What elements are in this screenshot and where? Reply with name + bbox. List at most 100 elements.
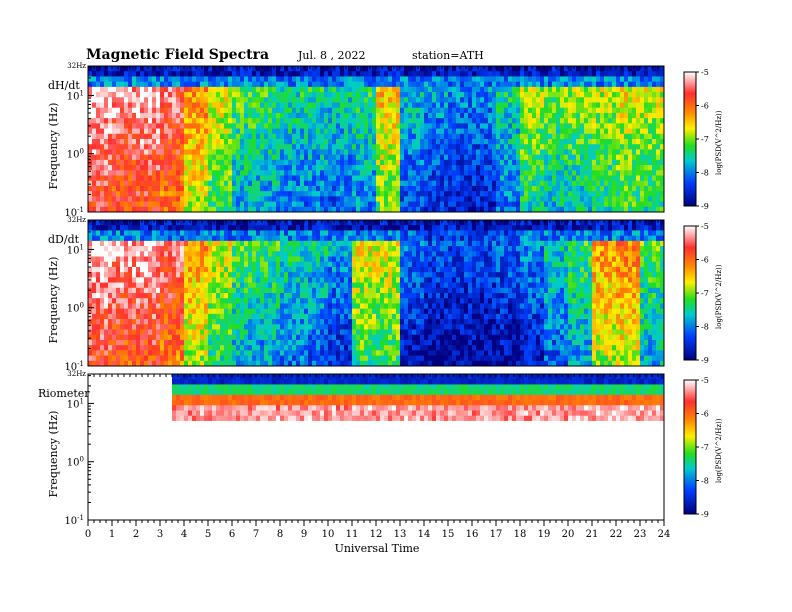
heatmap-cell xyxy=(88,350,93,356)
heatmap-cell xyxy=(204,139,209,145)
heatmap-cell xyxy=(256,165,261,171)
heatmap-cell xyxy=(160,272,165,278)
heatmap-cell xyxy=(440,144,445,150)
heatmap-cell xyxy=(192,329,197,336)
heatmap-cell xyxy=(240,97,245,103)
heatmap-cell xyxy=(224,123,229,129)
heatmap-cell xyxy=(572,159,577,166)
heatmap-cell xyxy=(156,225,161,231)
heatmap-cell xyxy=(120,350,125,356)
heatmap-cell xyxy=(144,206,149,213)
heatmap-cell xyxy=(196,133,201,140)
heatmap-cell xyxy=(412,165,417,171)
heatmap-cell xyxy=(248,149,253,156)
heatmap-cell xyxy=(364,71,369,77)
heatmap-cell xyxy=(112,303,117,310)
heatmap-cell xyxy=(112,261,117,268)
heatmap-cell xyxy=(288,170,293,176)
heatmap-cell xyxy=(268,175,273,182)
heatmap-cell xyxy=(516,170,521,176)
heatmap-cell xyxy=(588,92,593,98)
heatmap-cell xyxy=(176,251,181,257)
heatmap-cell xyxy=(188,149,193,156)
heatmap-cell xyxy=(572,107,577,114)
heatmap-cell xyxy=(360,71,365,77)
heatmap-cell xyxy=(264,92,269,98)
heatmap-cell xyxy=(512,123,517,129)
heatmap-cell xyxy=(644,71,649,77)
heatmap-cell xyxy=(336,139,341,145)
heatmap-cell xyxy=(260,159,265,166)
heatmap-cell xyxy=(340,102,345,109)
heatmap-cell xyxy=(608,81,613,88)
heatmap-cell xyxy=(516,76,521,83)
heatmap-cell xyxy=(536,201,541,208)
heatmap-cell xyxy=(112,293,117,299)
heatmap-cell xyxy=(96,144,101,150)
heatmap-cell xyxy=(460,112,465,119)
heatmap-cell xyxy=(264,191,269,197)
heatmap-cell xyxy=(124,201,129,208)
heatmap-cell xyxy=(580,81,585,88)
heatmap-cell xyxy=(572,118,577,124)
heatmap-cell xyxy=(292,144,297,150)
heatmap-cell xyxy=(256,201,261,208)
heatmap-cell xyxy=(112,329,117,336)
heatmap-cell xyxy=(132,240,137,247)
heatmap-cell xyxy=(572,81,577,88)
heatmap-cell xyxy=(92,191,97,197)
heatmap-cell xyxy=(304,185,309,192)
heatmap-cell xyxy=(196,149,201,156)
heatmap-cell xyxy=(352,86,357,93)
heatmap-cell xyxy=(252,102,257,109)
heatmap-cell xyxy=(108,298,113,304)
heatmap-cell xyxy=(184,149,189,156)
heatmap-cell xyxy=(404,76,409,83)
heatmap-cell xyxy=(196,112,201,119)
heatmap-cell xyxy=(176,81,181,88)
heatmap-cell xyxy=(204,123,209,129)
heatmap-cell xyxy=(504,196,509,202)
heatmap-cell xyxy=(552,185,557,192)
heatmap-cell xyxy=(652,123,657,129)
heatmap-cell xyxy=(340,139,345,145)
heatmap-cell xyxy=(396,180,401,187)
heatmap-cell xyxy=(308,86,313,93)
heatmap-cell xyxy=(212,170,217,176)
heatmap-cell xyxy=(160,66,165,72)
heatmap-cell xyxy=(164,360,169,367)
heatmap-cell xyxy=(132,319,137,325)
heatmap-cell xyxy=(160,180,165,187)
heatmap-cell xyxy=(488,206,493,213)
heatmap-cell xyxy=(100,225,105,231)
heatmap-cell xyxy=(148,92,153,98)
heatmap-cell xyxy=(536,133,541,140)
heatmap-cell xyxy=(228,112,233,119)
heatmap-cell xyxy=(176,355,181,362)
heatmap-cell xyxy=(212,92,217,98)
heatmap-cell xyxy=(384,165,389,171)
heatmap-cell xyxy=(192,128,197,135)
heatmap-cell xyxy=(576,206,581,213)
heatmap-cell xyxy=(468,191,473,197)
heatmap-cell xyxy=(196,298,201,304)
heatmap-cell xyxy=(92,81,97,88)
heatmap-cell xyxy=(148,256,153,263)
heatmap-cell xyxy=(276,86,281,93)
heatmap-cell xyxy=(508,118,513,124)
heatmap-cell xyxy=(624,128,629,135)
heatmap-cell xyxy=(640,165,645,171)
heatmap-cell xyxy=(364,118,369,124)
heatmap-cell xyxy=(344,128,349,135)
heatmap-cell xyxy=(188,225,193,231)
heatmap-cell xyxy=(496,201,501,208)
heatmap-cell xyxy=(228,191,233,197)
heatmap-cell xyxy=(640,118,645,124)
heatmap-cell xyxy=(388,81,393,88)
heatmap-cell xyxy=(312,196,317,202)
heatmap-cell xyxy=(460,201,465,208)
heatmap-cell xyxy=(424,133,429,140)
heatmap-cell xyxy=(136,175,141,182)
heatmap-cell xyxy=(316,102,321,109)
heatmap-cell xyxy=(156,339,161,346)
